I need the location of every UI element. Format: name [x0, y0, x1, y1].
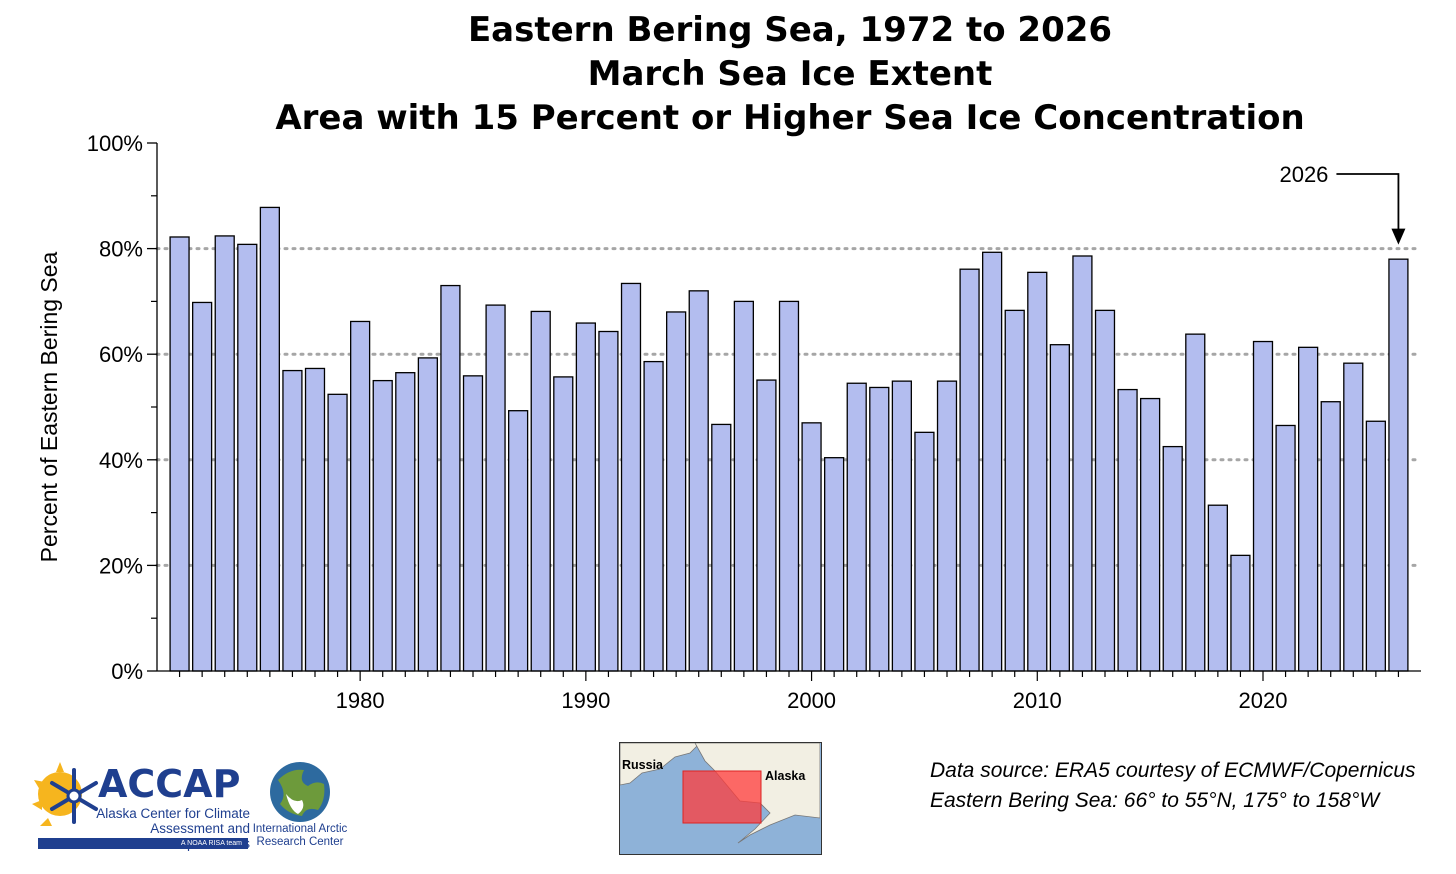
accap-subtitle-line-1: Alaska Center for Climate: [96, 806, 250, 821]
bar-2004: [891, 380, 912, 672]
y-tick-label-100: 100%: [87, 131, 143, 156]
axes: 0% 20% 40% 60% 80% 100% 1980 1990 2000 2010 2020: [87, 131, 1421, 713]
bar-1995: [688, 290, 709, 672]
bar-2006: [936, 380, 958, 672]
iarc-logo: International Arctic Research Center: [250, 760, 350, 852]
bar-1974: [214, 235, 235, 672]
bar-2024: [1343, 362, 1364, 672]
bar-1991: [598, 330, 619, 672]
bar-1988: [530, 310, 551, 672]
bar-1989: [553, 376, 574, 672]
bar-1999: [778, 300, 800, 672]
y-axis-label: Percent of Eastern Bering Sea: [36, 251, 62, 562]
bars: [169, 206, 1409, 672]
bar-2014: [1117, 388, 1138, 672]
bar-1979: [327, 393, 348, 672]
bar-1993: [643, 360, 664, 672]
bar-1981: [372, 379, 393, 672]
bar-2005: [914, 431, 935, 672]
bar-2008: [982, 251, 1003, 672]
annotation-arrowhead: [1391, 228, 1406, 245]
globe-icon: [270, 762, 330, 822]
annotation-arrow-line: [1336, 173, 1400, 233]
bar-2007: [959, 268, 980, 672]
bar-1978: [304, 367, 326, 672]
bar-2013: [1094, 309, 1116, 672]
bar-chart: 0% 20% 40% 60% 80% 100% 1980 1990 2000 2010 2020 P…: [36, 131, 1423, 713]
bar-2025: [1365, 420, 1386, 672]
bar-2012: [1072, 255, 1093, 672]
bar-2002: [846, 382, 867, 672]
bar-1990: [575, 322, 596, 672]
bar-2010: [1027, 271, 1048, 672]
bar-2021: [1275, 424, 1296, 672]
bar-2018: [1207, 504, 1228, 672]
bar-1982: [395, 372, 416, 672]
y-tick-label-40: 40%: [99, 448, 143, 473]
bar-2020: [1252, 340, 1274, 672]
accap-logo: ACCAP Alaska Center for Climate Assessme…: [30, 760, 252, 852]
x-tick-label-2010: 2010: [1013, 688, 1062, 713]
bar-1987: [508, 410, 529, 672]
chart-title: Eastern Bering Sea, 1972 to 2026 March S…: [150, 8, 1430, 140]
snowflake-sun-icon: [32, 762, 98, 826]
y-tick-label-20: 20%: [99, 553, 143, 578]
y-tick-label-60: 60%: [99, 342, 143, 367]
bar-1997: [733, 300, 754, 672]
annotation-2026: 2026: [1279, 162, 1406, 245]
data-source-note: Data source: ERA5 courtesy of ECMWF/Cope…: [930, 756, 1440, 816]
iarc-name-line-2: Research Center: [256, 836, 344, 848]
bar-1998: [756, 379, 777, 672]
bar-1975: [237, 243, 258, 672]
bar-2019: [1230, 554, 1251, 672]
bar-1976: [259, 206, 280, 672]
bar-2023: [1320, 401, 1341, 672]
bar-1977: [282, 369, 303, 672]
title-line-3: Area with 15 Percent or Higher Sea Ice C…: [275, 98, 1305, 138]
region-map: Russia Alaska: [619, 742, 822, 855]
iarc-name: International Arctic Research Center: [250, 823, 350, 849]
annotation-label: 2026: [1279, 162, 1328, 187]
bar-1985: [462, 375, 484, 672]
bar-1983: [417, 357, 438, 672]
bar-2017: [1185, 333, 1206, 672]
bar-1972: [169, 236, 190, 672]
region-map-graphic: [620, 743, 820, 844]
bar-2015: [1140, 397, 1161, 672]
bar-2001: [824, 457, 845, 672]
bar-2026: [1388, 258, 1409, 672]
bar-2000: [801, 422, 822, 672]
bar-2003: [869, 386, 890, 672]
bar-1984: [440, 284, 461, 672]
accap-tagline: A NOAA RISA team: [38, 838, 248, 849]
bar-2011: [1049, 344, 1070, 672]
map-label-russia: Russia: [622, 758, 663, 772]
bar-2009: [1004, 309, 1025, 672]
data-source-line-1: Data source: ERA5 courtesy of ECMWF/Cope…: [930, 759, 1416, 782]
bar-1996: [711, 423, 732, 672]
map-label-alaska: Alaska: [765, 769, 806, 783]
y-tick-label-0: 0%: [111, 659, 143, 684]
x-tick-label-1980: 1980: [336, 688, 385, 713]
bar-2016: [1162, 445, 1183, 672]
bar-1980: [350, 320, 371, 672]
accap-wordmark: ACCAP: [98, 762, 241, 806]
x-tick-label-2020: 2020: [1239, 688, 1288, 713]
title-line-2: March Sea Ice Extent: [587, 54, 993, 94]
iarc-name-line-1: International Arctic: [252, 823, 348, 835]
bar-2022: [1298, 346, 1319, 672]
x-tick-label-2000: 2000: [787, 688, 836, 713]
data-source-line-2: Eastern Bering Sea: 66° to 55°N, 175° to…: [930, 789, 1380, 812]
x-tick-label-1990: 1990: [561, 688, 610, 713]
title-line-1: Eastern Bering Sea, 1972 to 2026: [467, 10, 1113, 50]
bar-1994: [666, 311, 687, 672]
bar-1986: [485, 304, 506, 672]
bar-1992: [620, 282, 642, 672]
bar-1973: [192, 301, 213, 672]
y-tick-label-80: 80%: [99, 237, 143, 262]
